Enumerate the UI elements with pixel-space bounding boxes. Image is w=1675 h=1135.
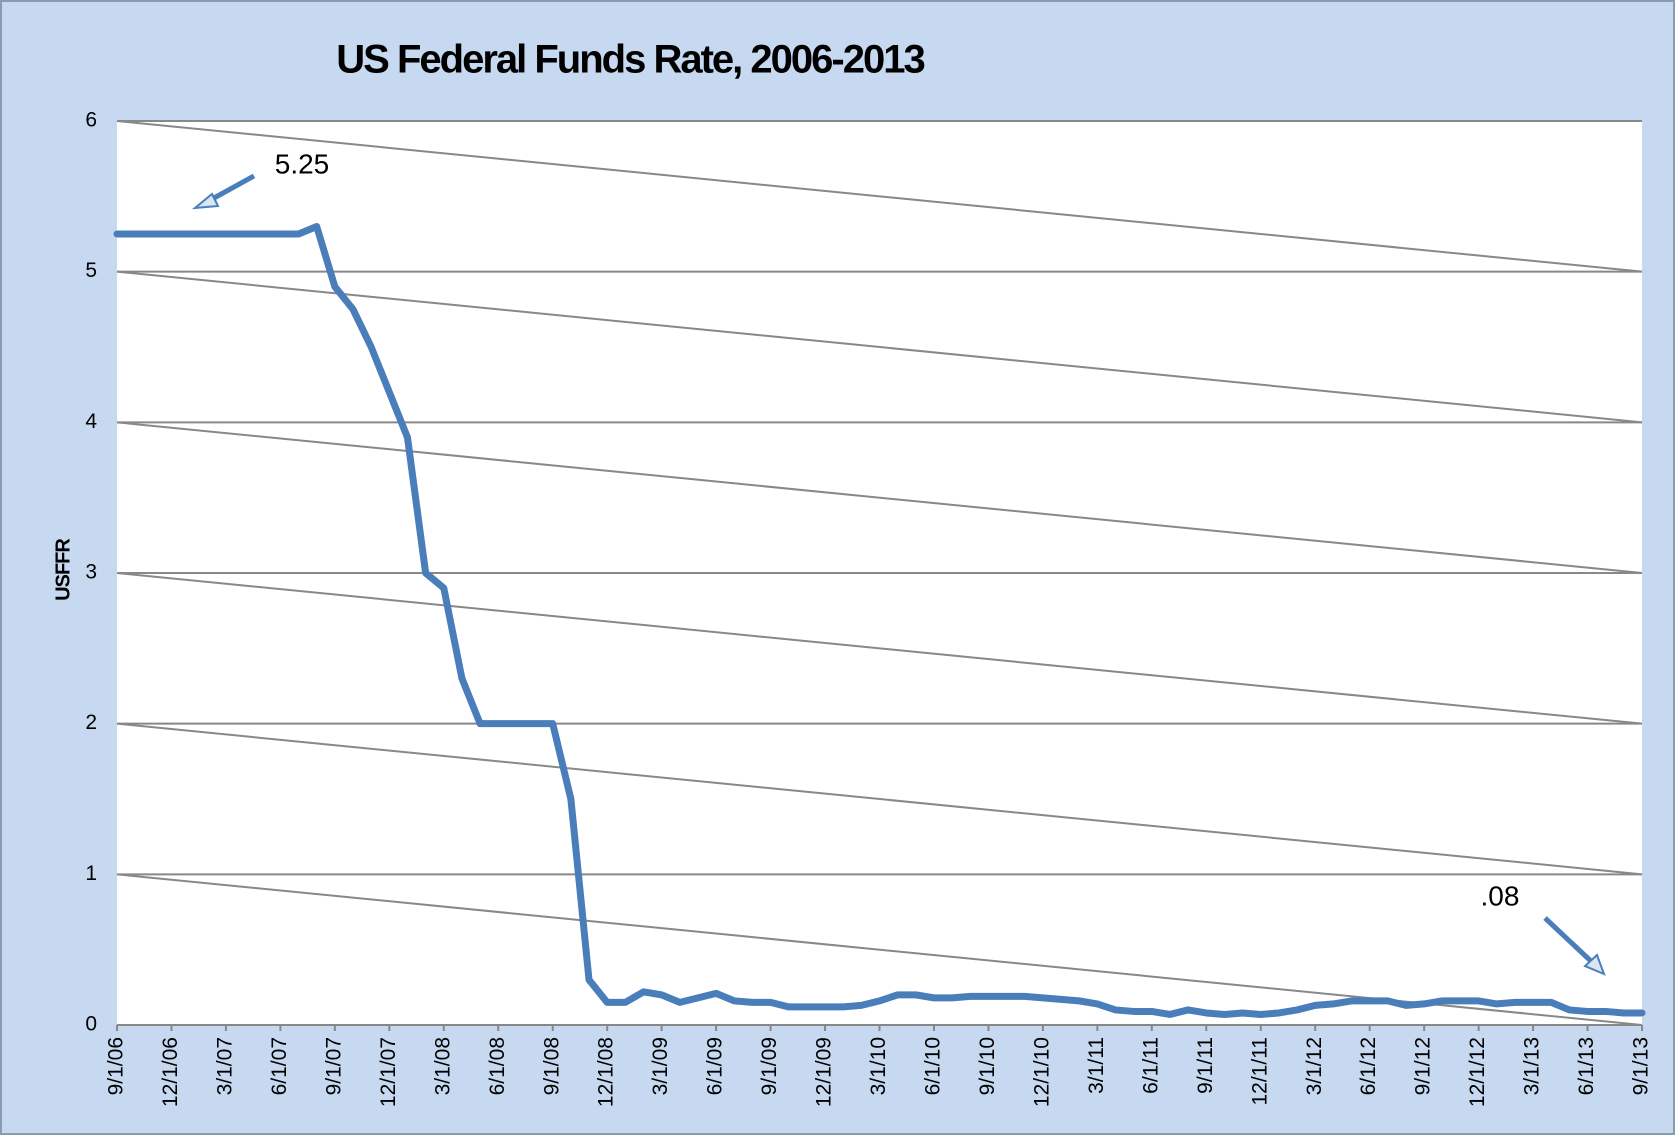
x-tick-label: 9/1/09 — [758, 1037, 781, 1095]
y-tick-label: 5 — [85, 259, 97, 282]
x-tick-label: 12/1/06 — [159, 1037, 182, 1107]
x-tick-label: 12/1/09 — [813, 1037, 836, 1107]
x-tick-label: 12/1/10 — [1030, 1037, 1053, 1107]
x-tick-label: 12/1/11 — [1248, 1037, 1271, 1106]
diagonal-grid-line — [116, 120, 1643, 273]
diagonal-grid-line — [116, 270, 1643, 424]
diagonal-grid-line — [116, 722, 1643, 876]
x-tick-label: 9/1/08 — [540, 1037, 563, 1095]
x-tick-label: 3/1/08 — [431, 1037, 454, 1095]
y-tick-label: 6 — [85, 109, 97, 132]
x-tick-label: 9/1/06 — [105, 1037, 128, 1095]
x-tick-label: 9/1/11 — [1194, 1037, 1217, 1094]
annotation: 5.25 — [275, 148, 330, 179]
diagonal-grid-line — [116, 572, 1643, 725]
x-tick-label: 9/1/13 — [1630, 1037, 1653, 1095]
x-tick-label: 6/1/11 — [1139, 1037, 1162, 1094]
x-tick-label: 6/1/08 — [486, 1037, 509, 1095]
x-tick-label: 9/1/07 — [322, 1037, 345, 1095]
x-tick-label: 6/1/10 — [922, 1037, 945, 1095]
data-line — [113, 222, 1646, 1018]
y-tick-label: 0 — [85, 1013, 97, 1036]
y-tick-label: 4 — [85, 410, 97, 433]
x-tick-label: 3/1/07 — [213, 1037, 236, 1095]
x-tick-label: 9/1/10 — [976, 1037, 999, 1095]
x-tick-label: 3/1/11 — [1085, 1037, 1108, 1094]
x-tick-label: 6/1/07 — [268, 1037, 291, 1095]
x-tick-label: 9/1/12 — [1412, 1037, 1435, 1095]
x-tick-label: 6/1/09 — [704, 1037, 727, 1095]
arrow-shaft — [1543, 916, 1596, 966]
chart-title: US Federal Funds Rate, 2006-2013 — [336, 38, 924, 82]
x-tick-label: 6/1/12 — [1357, 1037, 1380, 1095]
y-tick-label: 2 — [85, 711, 97, 734]
arrow-head — [1583, 953, 1606, 976]
x-tick-label: 3/1/09 — [649, 1037, 672, 1095]
diagonal-grid-line — [116, 421, 1643, 574]
y-tick-label: 3 — [85, 561, 97, 584]
x-tick-label: 12/1/08 — [595, 1037, 618, 1107]
x-tick-label: 3/1/13 — [1521, 1037, 1544, 1095]
annotation: .08 — [1481, 880, 1520, 911]
annotation-arrow — [191, 173, 256, 210]
x-tick-label: 3/1/10 — [867, 1037, 890, 1095]
x-tick-label: 12/1/12 — [1466, 1037, 1489, 1107]
x-tick-label: 3/1/12 — [1303, 1037, 1326, 1095]
y-tick-label: 1 — [85, 862, 97, 885]
arrow-head — [191, 192, 220, 210]
y-axis-label: USFFR — [52, 538, 74, 601]
annotation-arrow — [1543, 916, 1606, 976]
x-tick-label: 6/1/13 — [1575, 1037, 1598, 1095]
x-tick-label: 12/1/07 — [377, 1037, 400, 1107]
